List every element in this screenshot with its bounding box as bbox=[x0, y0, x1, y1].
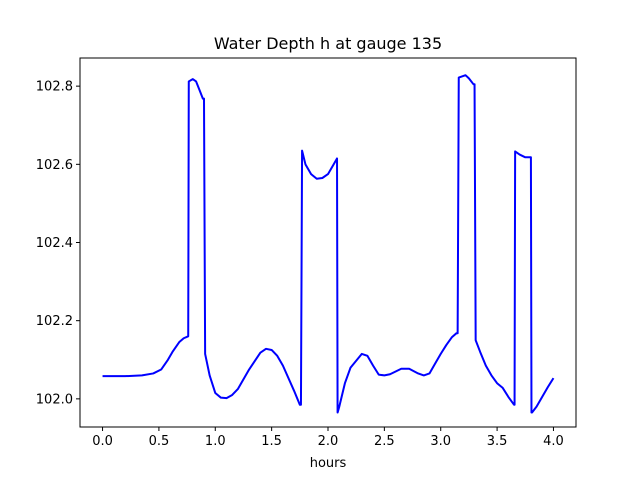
y-tick-label: 102.6 bbox=[36, 158, 73, 173]
y-axis: 102.0 102.2 102.4 102.6 102.8 bbox=[36, 80, 80, 407]
y-tick-label: 102.4 bbox=[36, 236, 73, 251]
water-depth-line bbox=[102, 74, 555, 414]
y-tick-label: 102.0 bbox=[36, 392, 73, 407]
x-tick-label: 3.0 bbox=[430, 434, 451, 449]
x-axis: 0.0 0.5 1.0 1.5 2.0 2.5 3.0 3.5 4.0 bbox=[92, 427, 564, 449]
x-tick-label: 1.0 bbox=[205, 434, 226, 449]
x-tick-label: 3.5 bbox=[487, 434, 508, 449]
x-tick-label: 2.5 bbox=[374, 434, 395, 449]
y-tick-label: 102.8 bbox=[36, 80, 73, 95]
x-tick-label: 0.0 bbox=[92, 434, 113, 449]
x-tick-label: 4.0 bbox=[543, 434, 564, 449]
chart-title: Water Depth h at gauge 135 bbox=[214, 34, 442, 53]
x-tick-label: 1.5 bbox=[261, 434, 282, 449]
x-axis-label: hours bbox=[310, 456, 347, 471]
x-tick-label: 2.0 bbox=[318, 434, 339, 449]
y-tick-label: 102.2 bbox=[36, 314, 73, 329]
x-tick-label: 0.5 bbox=[149, 434, 170, 449]
